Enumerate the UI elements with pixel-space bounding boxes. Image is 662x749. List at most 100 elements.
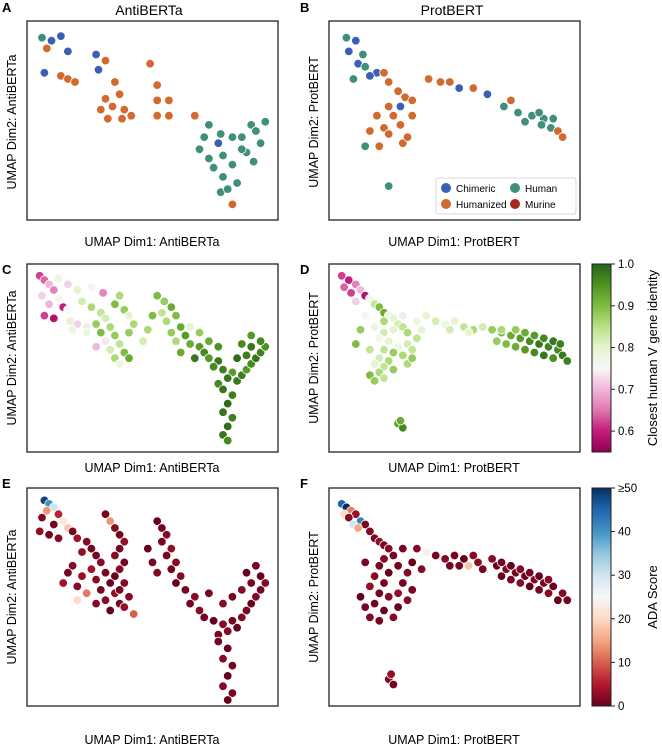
panel-a-point xyxy=(164,95,174,106)
panel-f-point xyxy=(515,578,526,588)
panel-a-points xyxy=(37,31,271,210)
panel-a-point xyxy=(56,31,66,41)
panel-a-point xyxy=(152,80,162,90)
panel-e-point xyxy=(190,592,200,602)
panel-d-point xyxy=(398,310,408,321)
ada-colorbar-label: ADA Score xyxy=(645,565,660,629)
panel-f-point xyxy=(445,561,455,571)
panel-e-point xyxy=(251,561,261,571)
panel-e-point xyxy=(110,523,120,533)
identity-colorbar-tick-label: 0.6 xyxy=(618,426,634,438)
panel-f-point xyxy=(416,564,427,574)
panel-c-point xyxy=(204,336,214,346)
panel-b-point xyxy=(454,83,464,93)
panel-d-point xyxy=(388,364,399,375)
panel-f-point xyxy=(360,602,370,612)
panel-c-point xyxy=(166,327,177,338)
panel-f-point xyxy=(379,554,389,564)
panel-a-point xyxy=(152,110,162,121)
panel-b-point xyxy=(348,74,359,84)
panel-e-point xyxy=(119,537,130,547)
panel-c-point xyxy=(39,310,50,321)
panel-d-label: D xyxy=(300,262,309,277)
panel-e-point xyxy=(218,681,228,691)
panel-f-xlabel: UMAP Dim1: ProtBERT xyxy=(388,733,520,747)
panel-c-point xyxy=(53,274,64,284)
panel-e-point xyxy=(105,578,115,588)
panel-d-point xyxy=(369,322,380,332)
panel-a-point xyxy=(246,120,256,130)
panel-f-point xyxy=(374,616,385,626)
panel-b-point xyxy=(365,126,375,136)
panel-a-point xyxy=(222,184,233,194)
panel-a-point xyxy=(204,120,214,130)
panel-b-point xyxy=(398,138,408,148)
panel-e-point xyxy=(204,588,214,599)
panel-c-point xyxy=(100,336,111,346)
panel-c-point xyxy=(255,336,266,346)
panel-e-point xyxy=(208,616,219,626)
panel-f-point xyxy=(431,550,441,561)
panel-c-point xyxy=(208,362,219,372)
panel-a-point xyxy=(164,110,174,121)
panel-a-point xyxy=(213,138,224,148)
panel-d-point xyxy=(369,359,380,369)
panel-b-point xyxy=(513,107,523,118)
panel-e-point xyxy=(114,530,125,540)
panel-d-point xyxy=(562,356,573,366)
panel-d: D UMAP Dim1: ProtBERT UMAP Dim2: ProtBER… xyxy=(300,259,660,475)
panel-e-point xyxy=(161,530,172,540)
panel-a-point xyxy=(215,129,226,139)
panel-f-point xyxy=(506,574,516,585)
panel-a-point xyxy=(110,77,120,87)
panel-e-point xyxy=(157,537,167,547)
panel-e-point xyxy=(255,571,266,581)
panel-b-point xyxy=(379,123,389,133)
panel-f-point xyxy=(379,578,389,588)
legend-label-humanized: Humanized xyxy=(456,200,507,211)
panel-a-point xyxy=(190,110,200,121)
panel-f-point xyxy=(548,581,558,592)
panel-a-point xyxy=(260,117,271,127)
panel-c: C UMAP Dim1: AntiBERTa UMAP Dim2: AntiBE… xyxy=(2,262,279,475)
panel-e-point xyxy=(37,512,47,523)
panel-e-point xyxy=(157,523,167,533)
panel-e-ylabel: UMAP Dim2: AntiBERTa xyxy=(5,529,19,664)
panel-d-point xyxy=(412,333,422,344)
panel-a-point xyxy=(103,113,113,124)
panel-e-point xyxy=(114,564,125,574)
ada-colorbar-tick-label: 0 xyxy=(618,701,624,713)
panel-f-point xyxy=(386,669,396,679)
panel-e-point xyxy=(44,530,54,540)
identity-colorbar-ticks: 0.6 0.7 0.8 0.9 1.0 xyxy=(611,259,634,438)
panel-f-point xyxy=(384,592,394,602)
panel-b-label: B xyxy=(300,0,309,15)
panel-d-point xyxy=(510,342,521,352)
panel-e-point xyxy=(237,612,247,623)
panel-b-points xyxy=(341,33,568,191)
panel-d-point xyxy=(510,325,521,335)
ada-colorbar-tick-label: ≥50 xyxy=(618,483,637,495)
panel-d-point xyxy=(539,350,549,361)
panel-d-point xyxy=(339,282,349,292)
panel-a-point xyxy=(199,132,209,142)
panel-e-point xyxy=(49,519,59,530)
panel-d-point xyxy=(539,333,549,344)
panel-e-point xyxy=(260,578,271,588)
panel-e-point xyxy=(72,533,83,544)
panel-b-point xyxy=(536,120,547,130)
identity-colorbar: 0.6 0.7 0.8 0.9 1.0 Closest human V gene ide… xyxy=(591,259,660,453)
panel-c-point xyxy=(175,322,186,332)
panel-d-point xyxy=(407,353,417,363)
panel-c-point xyxy=(185,339,195,349)
panel-a-point xyxy=(117,113,127,124)
panel-e-point xyxy=(110,550,120,561)
panel-c-point xyxy=(91,319,101,329)
panel-a-point xyxy=(119,104,130,115)
identity-colorbar-tick-label: 0.7 xyxy=(618,384,634,396)
panel-b-frame xyxy=(328,20,581,221)
panel-c-point xyxy=(175,347,186,358)
panel-c-point xyxy=(105,345,115,355)
panel-f: F UMAP Dim1: ProtBERT UMAP Dim2: ProtBER… xyxy=(300,476,660,747)
panel-e-point xyxy=(100,509,111,519)
